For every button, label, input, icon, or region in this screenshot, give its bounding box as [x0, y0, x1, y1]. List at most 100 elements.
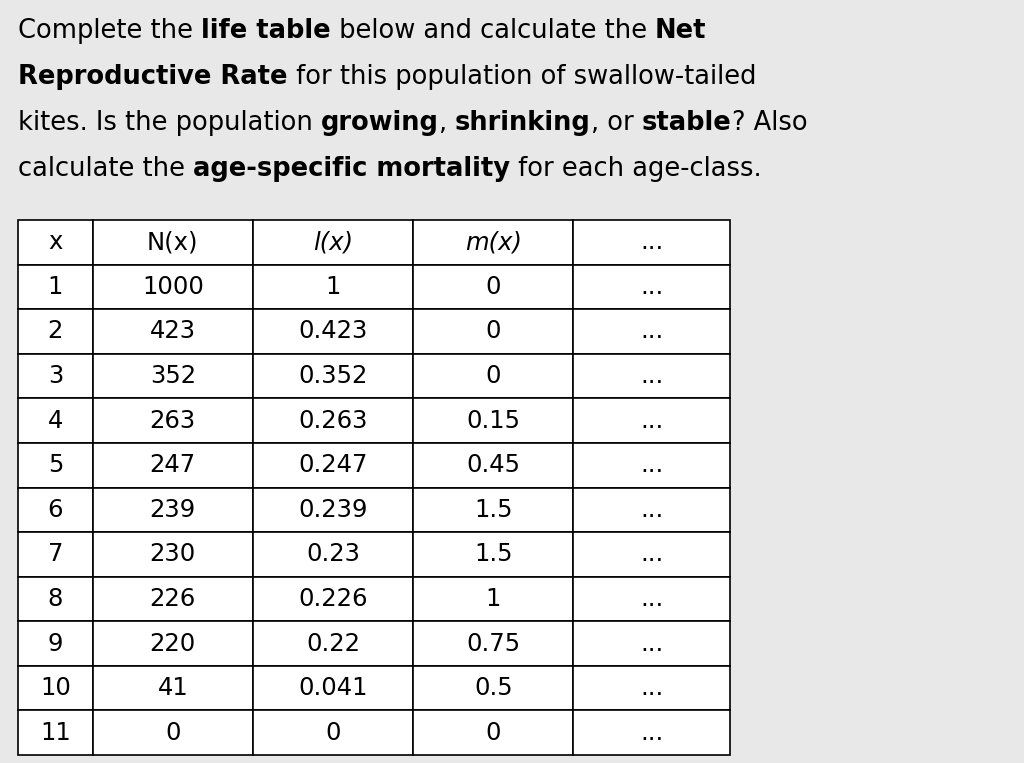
- Bar: [253, 443, 413, 488]
- Bar: [253, 577, 413, 621]
- Text: 1.5: 1.5: [474, 497, 512, 522]
- Bar: [93, 577, 253, 621]
- Bar: [573, 577, 730, 621]
- Bar: [573, 488, 730, 532]
- Bar: [93, 621, 253, 666]
- Bar: [253, 488, 413, 532]
- Text: 1: 1: [326, 275, 341, 299]
- Bar: [413, 621, 573, 666]
- Text: Net: Net: [655, 18, 707, 44]
- Text: 0: 0: [485, 320, 501, 343]
- Bar: [413, 488, 573, 532]
- Bar: [18, 398, 93, 443]
- Bar: [253, 710, 413, 755]
- Text: 0: 0: [165, 721, 180, 745]
- Bar: [413, 710, 573, 755]
- Text: 0.352: 0.352: [298, 364, 368, 388]
- Text: ,: ,: [439, 110, 455, 136]
- Text: ...: ...: [640, 320, 664, 343]
- Text: 230: 230: [150, 542, 196, 566]
- Text: ...: ...: [640, 275, 664, 299]
- Bar: [253, 398, 413, 443]
- Bar: [413, 309, 573, 354]
- Text: Complete the: Complete the: [18, 18, 201, 44]
- Text: ...: ...: [640, 364, 664, 388]
- Bar: [18, 265, 93, 309]
- Bar: [413, 532, 573, 577]
- Text: 1: 1: [485, 587, 501, 611]
- Bar: [18, 532, 93, 577]
- Text: 11: 11: [40, 721, 71, 745]
- Bar: [413, 265, 573, 309]
- Text: 0.23: 0.23: [306, 542, 360, 566]
- Text: ...: ...: [640, 587, 664, 611]
- Bar: [93, 666, 253, 710]
- Text: 0: 0: [485, 364, 501, 388]
- Text: for this population of swallow-tailed: for this population of swallow-tailed: [288, 64, 756, 90]
- Text: 1.5: 1.5: [474, 542, 512, 566]
- Text: ...: ...: [640, 542, 664, 566]
- Text: 2: 2: [48, 320, 63, 343]
- Bar: [93, 710, 253, 755]
- Bar: [93, 532, 253, 577]
- Text: 0.041: 0.041: [298, 676, 368, 700]
- Text: 3: 3: [48, 364, 63, 388]
- Text: 0.423: 0.423: [298, 320, 368, 343]
- Bar: [413, 443, 573, 488]
- Bar: [93, 265, 253, 309]
- Text: 0.22: 0.22: [306, 632, 360, 655]
- Text: 0.15: 0.15: [466, 409, 520, 433]
- Text: life table: life table: [201, 18, 331, 44]
- Bar: [253, 354, 413, 398]
- Text: 226: 226: [150, 587, 196, 611]
- Bar: [573, 220, 730, 265]
- Bar: [573, 309, 730, 354]
- Text: 0.263: 0.263: [298, 409, 368, 433]
- Text: 0.75: 0.75: [466, 632, 520, 655]
- Bar: [253, 666, 413, 710]
- Text: ...: ...: [640, 409, 664, 433]
- Text: calculate the: calculate the: [18, 156, 194, 182]
- Text: 0.45: 0.45: [466, 453, 520, 477]
- Text: ...: ...: [640, 230, 664, 254]
- Bar: [18, 666, 93, 710]
- Bar: [93, 354, 253, 398]
- Text: stable: stable: [642, 110, 731, 136]
- Text: 5: 5: [48, 453, 63, 477]
- Bar: [18, 354, 93, 398]
- Bar: [18, 443, 93, 488]
- Bar: [573, 532, 730, 577]
- Text: N(x): N(x): [147, 230, 199, 254]
- Text: 9: 9: [48, 632, 63, 655]
- Bar: [573, 354, 730, 398]
- Text: ...: ...: [640, 721, 664, 745]
- Bar: [253, 532, 413, 577]
- Bar: [413, 220, 573, 265]
- Text: 0.247: 0.247: [298, 453, 368, 477]
- Bar: [253, 265, 413, 309]
- Bar: [413, 577, 573, 621]
- Bar: [18, 621, 93, 666]
- Text: 6: 6: [48, 497, 63, 522]
- Text: Reproductive Rate: Reproductive Rate: [18, 64, 288, 90]
- Bar: [18, 710, 93, 755]
- Text: 41: 41: [158, 676, 188, 700]
- Text: 0: 0: [485, 275, 501, 299]
- Text: 10: 10: [40, 676, 71, 700]
- Text: m(x): m(x): [465, 230, 522, 254]
- Text: shrinking: shrinking: [455, 110, 591, 136]
- Bar: [253, 309, 413, 354]
- Bar: [413, 354, 573, 398]
- Text: 352: 352: [150, 364, 196, 388]
- Bar: [573, 398, 730, 443]
- Text: kites. Is the population: kites. Is the population: [18, 110, 321, 136]
- Text: ...: ...: [640, 497, 664, 522]
- Bar: [253, 220, 413, 265]
- Text: ...: ...: [640, 676, 664, 700]
- Text: 1: 1: [48, 275, 63, 299]
- Bar: [253, 621, 413, 666]
- Bar: [93, 398, 253, 443]
- Text: 0: 0: [485, 721, 501, 745]
- Text: , or: , or: [591, 110, 642, 136]
- Text: 239: 239: [150, 497, 196, 522]
